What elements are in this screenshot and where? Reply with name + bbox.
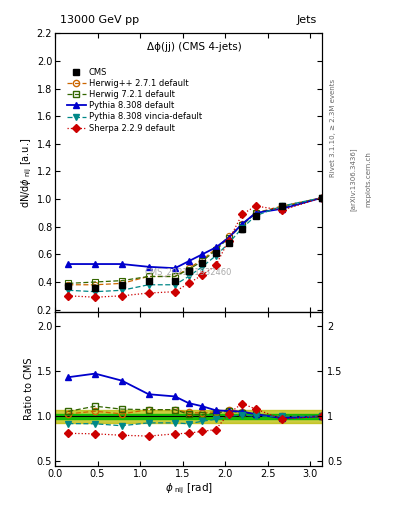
Y-axis label: dN/d$\phi_{\rm\ nij}$ [a.u.]: dN/d$\phi_{\rm\ nij}$ [a.u.] [20,138,34,208]
Text: CMS_2021_I1932460: CMS_2021_I1932460 [145,267,232,276]
X-axis label: $\phi_{\rm\ nij}$ [rad]: $\phi_{\rm\ nij}$ [rad] [165,481,213,496]
Legend: CMS, Herwig++ 2.7.1 default, Herwig 7.2.1 default, Pythia 8.308 default, Pythia : CMS, Herwig++ 2.7.1 default, Herwig 7.2.… [67,68,202,133]
Text: 13000 GeV pp: 13000 GeV pp [61,15,140,25]
Text: Rivet 3.1.10, ≥ 2.3M events: Rivet 3.1.10, ≥ 2.3M events [330,79,336,177]
Y-axis label: Ratio to CMS: Ratio to CMS [24,358,34,420]
Text: Δϕ(jj) (CMS 4-jets): Δϕ(jj) (CMS 4-jets) [147,41,241,52]
Text: Jets: Jets [297,15,317,25]
Text: [arXiv:1306.3436]: [arXiv:1306.3436] [350,147,356,211]
Text: mcplots.cern.ch: mcplots.cern.ch [365,151,371,207]
